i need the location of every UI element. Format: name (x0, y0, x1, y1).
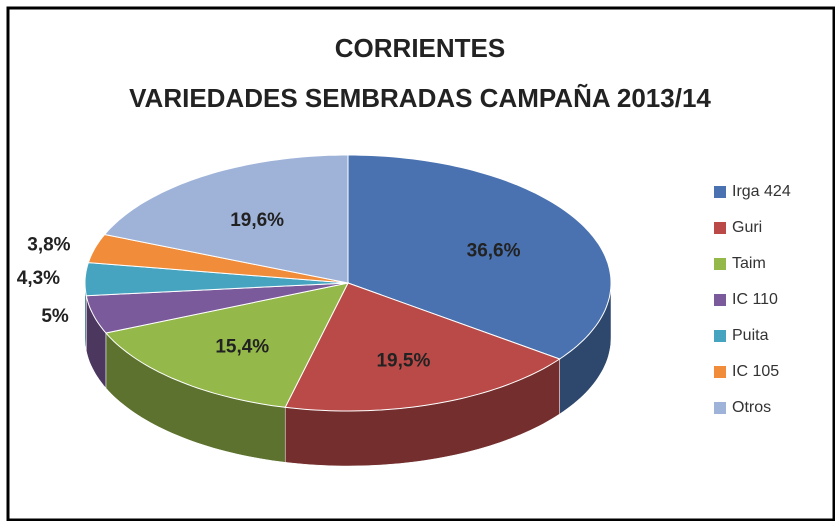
pie-slice (87, 233, 349, 284)
legend-label: IC 110 (732, 291, 778, 308)
legend-label: Otros (732, 399, 771, 416)
pie-slice (84, 262, 349, 297)
legend-swatch (714, 258, 726, 270)
pie-slice (284, 282, 561, 412)
data-label: 3,8% (27, 235, 70, 256)
pie-slice (103, 154, 349, 284)
legend-swatch (714, 186, 726, 198)
data-label: 19,5% (376, 351, 430, 372)
data-label: 5% (41, 306, 69, 327)
pie-slice (347, 154, 612, 360)
legend-swatch (714, 330, 726, 342)
chart-subtitle: VARIEDADES SEMBRADAS CAMPAÑA 2013/14 (129, 83, 711, 113)
chart-title: CORRIENTES (335, 33, 505, 63)
legend-label: IC 105 (732, 363, 779, 380)
data-label: 4,3% (17, 268, 60, 289)
data-label: 36,6% (467, 240, 521, 261)
legend-label: Puita (732, 327, 769, 344)
data-label: 15,4% (215, 336, 269, 357)
legend-swatch (714, 222, 726, 234)
pie-slice (85, 282, 349, 334)
legend-swatch (714, 402, 726, 414)
legend-swatch (714, 294, 726, 306)
legend-label: Guri (732, 219, 762, 236)
legend-label: Taim (732, 255, 766, 272)
data-label: 19,6% (230, 210, 284, 231)
legend-label: Irga 424 (732, 183, 791, 200)
pie-slice (104, 282, 349, 408)
legend-swatch (714, 366, 726, 378)
